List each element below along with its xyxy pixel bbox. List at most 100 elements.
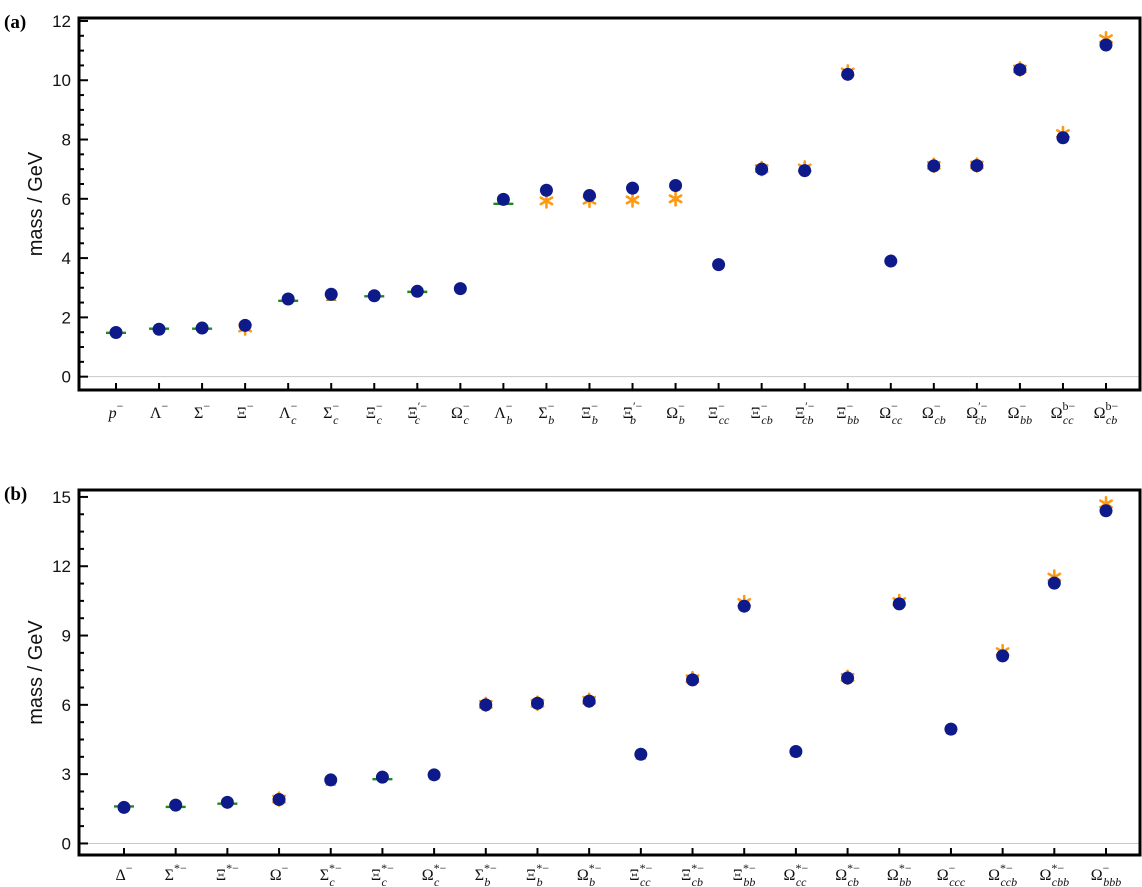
panel-label: (a) — [4, 12, 26, 33]
circle-point — [1056, 131, 1070, 145]
x-tick-label: Λ− b — [494, 399, 513, 427]
circle-point — [1099, 504, 1113, 518]
circle-point — [410, 284, 424, 298]
circle-point — [970, 159, 984, 173]
x-tick-label: Σ− — [194, 399, 210, 422]
x-tick-label: Ωb− cb — [1094, 399, 1119, 427]
y-tick-label: 12 — [52, 557, 71, 576]
x-tick-label: Ξ*− bb — [733, 861, 756, 887]
circle-point — [798, 164, 812, 178]
x-tick-label: Ω− cb — [922, 399, 946, 427]
circle-point — [272, 793, 286, 807]
panel-label: (b) — [4, 484, 27, 505]
x-tick-label: Σ*− — [165, 861, 187, 884]
circle-point — [892, 597, 906, 611]
circle-point — [755, 162, 769, 176]
circle-point — [996, 649, 1010, 663]
star-point — [668, 191, 683, 207]
circle-point — [195, 321, 209, 335]
circle-point — [539, 183, 553, 197]
circle-point — [479, 698, 493, 712]
y-tick-label: 12 — [52, 12, 71, 31]
x-tick-label: Ξ− c — [366, 399, 383, 427]
circle-point — [367, 289, 381, 303]
plot-frame — [77, 16, 1142, 392]
circle-point — [737, 599, 751, 613]
y-tick-label: 4 — [62, 249, 71, 268]
circle-point — [634, 747, 648, 761]
x-tick-label: Ξ− bb — [836, 399, 859, 427]
x-tick-label: Ξ− b — [581, 399, 598, 427]
x-tick-label: Σ− b — [538, 399, 554, 427]
circle-point — [712, 258, 726, 272]
y-tick-label: 10 — [52, 71, 71, 90]
x-tick-label: Ξ− cb — [751, 399, 773, 427]
x-tick-label: Ω*− ccb — [988, 861, 1017, 887]
circle-point — [1013, 63, 1027, 77]
circle-point — [944, 722, 958, 736]
x-tick-label: Ξ′− c — [407, 399, 427, 427]
x-tick-label: Ω− b — [666, 399, 685, 427]
y-tick-label: 9 — [62, 627, 71, 646]
circle-point — [686, 673, 700, 687]
circle-point — [238, 318, 252, 332]
circle-point — [530, 696, 544, 710]
x-tick-label: Ξ*− b — [526, 861, 549, 887]
circle-point — [841, 671, 855, 685]
x-tick-label: Δ− — [115, 861, 132, 884]
x-tick-label: Ω− cc — [879, 399, 903, 427]
circle-point — [496, 192, 510, 206]
circle-point — [281, 292, 295, 306]
x-tick-label: Ω− — [270, 861, 289, 884]
y-axis-title: mass / GeV — [25, 620, 47, 725]
circle-point — [1047, 576, 1061, 590]
x-tick-label: Λ− c — [279, 399, 298, 427]
x-tick-label: p− — [108, 399, 124, 422]
star-point — [625, 192, 640, 208]
x-tick-label: Σ*− b — [475, 861, 497, 887]
y-tick-label: 2 — [62, 308, 71, 327]
circle-point — [220, 795, 234, 809]
circle-point — [582, 694, 596, 708]
circle-point — [789, 745, 803, 759]
y-tick-label: 8 — [62, 131, 71, 150]
x-tick-label: Ξ′− b — [623, 399, 643, 427]
x-tick-label: Λ− — [150, 399, 169, 422]
x-tick-label: Ξ− cc — [708, 399, 730, 427]
y-tick-label: 15 — [52, 488, 71, 507]
x-tick-label: Ω*− b — [577, 861, 602, 887]
circle-point — [427, 768, 441, 782]
x-tick-label: Ξ*− cc — [629, 861, 652, 887]
y-tick-label: 0 — [62, 368, 71, 387]
x-tick-label: Ω*− bb — [887, 861, 912, 887]
x-tick-label: Ωb− cc — [1051, 399, 1076, 427]
circle-point — [152, 322, 166, 336]
panel-b: 0 3 6 9 12 15 Δ− Σ*− Ξ*− Ω− Σ*− c Ξ*− c Ω*− c Σ*− b Ξ*− b Ω*… — [4, 484, 1142, 887]
x-tick-label: Ξ*− c — [371, 861, 394, 887]
circle-point — [669, 178, 683, 192]
x-tick-label: Ξ*− cb — [681, 861, 704, 887]
x-tick-label: Ω− bbb — [1091, 861, 1121, 887]
x-tick-label: Σ*− c — [320, 861, 342, 887]
y-tick-label: 3 — [62, 765, 71, 784]
x-tick-label: Ω− bb — [1008, 399, 1032, 427]
y-tick-label: 0 — [62, 834, 71, 853]
circle-point — [169, 798, 183, 812]
plot-frame — [77, 488, 1142, 857]
circle-point — [324, 773, 338, 787]
circle-point — [375, 770, 389, 784]
x-tick-label: Ω*− cbb — [1040, 861, 1070, 887]
circle-point — [927, 159, 941, 173]
x-tick-label: Ξ*− — [216, 861, 239, 884]
x-tick-label: Ω′− cb — [966, 399, 988, 427]
y-axis-title: mass / GeV — [25, 151, 47, 256]
x-tick-label: Ω*− cc — [784, 861, 809, 887]
x-tick-label: Σ− c — [323, 399, 339, 427]
circle-point — [109, 325, 123, 339]
circle-point — [117, 800, 131, 814]
x-tick-label: Ξ′− cb — [795, 399, 815, 427]
circle-point — [1099, 38, 1113, 52]
x-tick-label: Ω*− c — [422, 861, 447, 887]
circle-point — [884, 254, 898, 268]
